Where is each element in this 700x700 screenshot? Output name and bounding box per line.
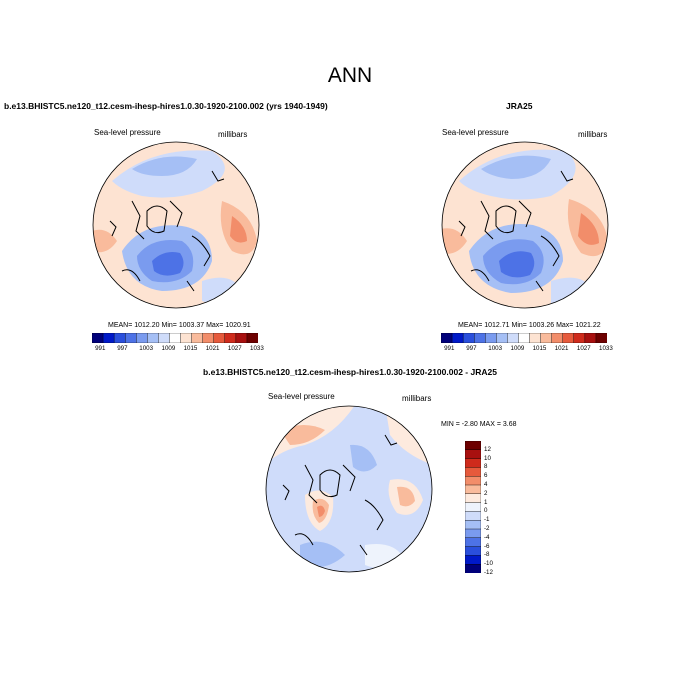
colorbar-swatch bbox=[465, 546, 481, 556]
colorbar-tick-label: 1021 bbox=[554, 345, 569, 352]
diff-polar-map bbox=[265, 405, 433, 573]
colorbar-tick-label: 10 bbox=[484, 454, 491, 462]
colorbar-tick-label: -8 bbox=[484, 551, 490, 559]
colorbar-swatch bbox=[113, 333, 126, 343]
colorbar-tick-label: 997 bbox=[466, 345, 477, 352]
colorbar-swatch bbox=[551, 333, 564, 343]
colorbar-tick-label: 1015 bbox=[532, 345, 547, 352]
colorbar-swatch bbox=[540, 333, 553, 343]
colorbar-swatch bbox=[465, 537, 481, 548]
model-polar-map bbox=[92, 141, 260, 309]
colorbar-tick-label: 2 bbox=[484, 489, 488, 497]
colorbar-swatch bbox=[136, 333, 148, 343]
model-panel-title: b.e13.BHISTC5.ne120_t12.cesm-ihesp-hires… bbox=[4, 101, 328, 111]
colorbar-swatch bbox=[465, 467, 481, 477]
colorbar-swatch bbox=[102, 333, 115, 343]
model-units-label: millibars bbox=[218, 130, 248, 139]
colorbar-swatch bbox=[465, 528, 481, 539]
colorbar-tick-label: 6 bbox=[484, 472, 488, 480]
colorbar-swatch bbox=[465, 441, 481, 451]
colorbar-tick-label: 4 bbox=[484, 481, 488, 488]
colorbar-tick-label: -6 bbox=[484, 542, 490, 550]
colorbar-swatch bbox=[465, 502, 481, 512]
figure-title: ANN bbox=[327, 64, 373, 87]
diff-colorbar-ticks: 12 10 8 6 4 2 1 0 -1 -2 -4 -6 -8 -10 -12 bbox=[484, 441, 514, 576]
colorbar-swatch bbox=[92, 333, 104, 343]
obs-units-label: millibars bbox=[578, 130, 608, 139]
colorbar-swatch bbox=[125, 333, 137, 343]
colorbar-swatch bbox=[529, 333, 542, 343]
colorbar-swatch bbox=[465, 511, 481, 521]
colorbar-tick-label: 12 bbox=[484, 445, 491, 453]
colorbar-tick-label: 1015 bbox=[183, 345, 198, 352]
colorbar-swatch bbox=[462, 333, 475, 343]
colorbar-tick-label: 1009 bbox=[161, 345, 176, 352]
colorbar-swatch bbox=[518, 333, 531, 343]
colorbar-swatch bbox=[169, 333, 182, 343]
colorbar-tick-label: -4 bbox=[484, 533, 490, 541]
obs-field-label: Sea-level pressure bbox=[442, 128, 509, 137]
colorbar-swatch bbox=[595, 333, 607, 343]
colorbar-swatch bbox=[562, 333, 575, 343]
colorbar-swatch bbox=[441, 333, 453, 343]
colorbar-swatch bbox=[507, 333, 519, 343]
obs-panel-title: JRA25 bbox=[506, 101, 533, 111]
colorbar-swatch bbox=[465, 458, 481, 468]
colorbar-tick-label: -12 bbox=[484, 569, 493, 576]
diff-stats: MIN = -2.80 MAX = 3.68 bbox=[441, 421, 517, 428]
colorbar-swatch bbox=[465, 519, 481, 530]
model-stats: MEAN= 1012.20 Min= 1003.37 Max= 1020.91 bbox=[108, 322, 251, 329]
colorbar-tick-label: 1027 bbox=[576, 345, 591, 352]
colorbar-swatch bbox=[213, 333, 226, 343]
colorbar-tick-label: -1 bbox=[484, 516, 490, 524]
colorbar-swatch bbox=[158, 333, 170, 343]
colorbar-swatch bbox=[474, 333, 486, 343]
colorbar-swatch bbox=[246, 333, 258, 343]
colorbar-tick-label: 1003 bbox=[488, 345, 503, 352]
colorbar-tick-label: -2 bbox=[484, 525, 490, 532]
colorbar-tick-label: 8 bbox=[484, 463, 488, 471]
colorbar-swatch bbox=[180, 333, 193, 343]
model-field-label: Sea-level pressure bbox=[94, 128, 161, 137]
colorbar-tick-label: 1 bbox=[484, 498, 488, 506]
colorbar-swatch bbox=[465, 555, 481, 565]
colorbar-swatch bbox=[191, 333, 204, 343]
obs-stats: MEAN= 1012.71 Min= 1003.26 Max= 1021.22 bbox=[458, 322, 601, 329]
colorbar-swatch bbox=[584, 333, 597, 343]
colorbar-tick-label: 1021 bbox=[205, 345, 220, 352]
colorbar-tick-label: 1033 bbox=[599, 345, 613, 352]
colorbar-swatch bbox=[485, 333, 497, 343]
colorbar-tick-label: 991 bbox=[444, 345, 455, 352]
colorbar-tick-label: 997 bbox=[117, 345, 128, 352]
diff-panel-title: b.e13.BHISTC5.ne120_t12.cesm-ihesp-hires… bbox=[203, 367, 497, 377]
obs-colorbar: 991 997 1003 1009 1015 1021 1027 1033 bbox=[441, 333, 613, 353]
diff-units-label: millibars bbox=[402, 394, 432, 403]
model-colorbar: 991 997 1003 1009 1015 1021 1027 1033 bbox=[92, 333, 264, 353]
diff-colorbar bbox=[465, 441, 481, 573]
colorbar-swatch bbox=[202, 333, 215, 343]
colorbar-tick-label: 1033 bbox=[250, 345, 264, 352]
colorbar-tick-label: 0 bbox=[484, 507, 488, 515]
diff-field-label: Sea-level pressure bbox=[268, 392, 335, 401]
colorbar-swatch bbox=[224, 333, 237, 343]
colorbar-swatch bbox=[465, 449, 481, 460]
colorbar-tick-label: 1027 bbox=[227, 345, 242, 352]
colorbar-tick-label: 1009 bbox=[510, 345, 525, 352]
obs-polar-map bbox=[441, 141, 609, 309]
colorbar-swatch bbox=[451, 333, 464, 343]
colorbar-swatch bbox=[147, 333, 159, 343]
colorbar-swatch bbox=[235, 333, 248, 343]
colorbar-swatch bbox=[496, 333, 508, 343]
colorbar-tick-label: 991 bbox=[95, 345, 106, 352]
colorbar-swatch bbox=[465, 563, 481, 573]
colorbar-swatch bbox=[465, 484, 481, 495]
colorbar-swatch bbox=[573, 333, 586, 343]
colorbar-tick-label: 1003 bbox=[139, 345, 154, 352]
colorbar-swatch bbox=[465, 476, 481, 486]
colorbar-tick-label: -10 bbox=[484, 560, 493, 568]
colorbar-swatch bbox=[465, 493, 481, 504]
